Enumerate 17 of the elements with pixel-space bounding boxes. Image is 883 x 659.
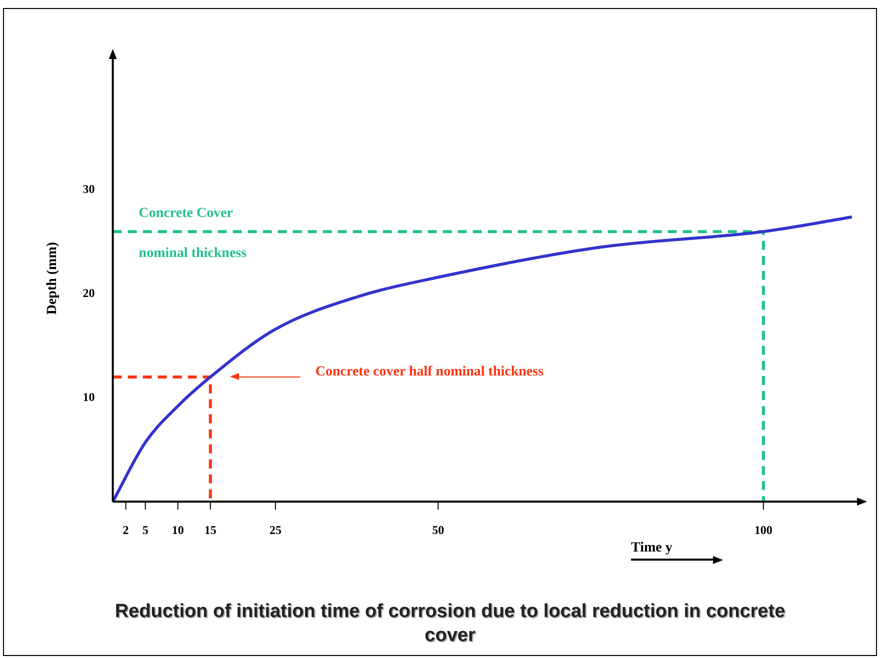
annotation: Concrete Cover (138, 206, 234, 222)
annotation: Concrete cover half nominal thickness (315, 364, 544, 380)
y-axis-title: Depth (mm) (45, 242, 60, 315)
x-tick-label: 50 (432, 522, 444, 537)
x-tick-label: 2 (122, 522, 129, 537)
y-tick-label: 30 (82, 182, 95, 196)
x-tick-label: 10 (172, 522, 184, 537)
x-axis-title: Time y (631, 540, 672, 556)
annotation: nominal thickness (138, 246, 248, 262)
y-tick-label: 10 (82, 390, 95, 404)
x-tick-label: 15 (204, 522, 216, 537)
x-tick-label: 100 (754, 522, 772, 537)
line-series (112, 216, 854, 502)
text: Reduction of initiation time of corrosion due to local reduction in concrete cover (114, 600, 786, 648)
x-tick-label: 25 (269, 522, 282, 537)
x-tick-label: 5 (142, 522, 148, 537)
y-tick-label: 20 (82, 286, 95, 300)
